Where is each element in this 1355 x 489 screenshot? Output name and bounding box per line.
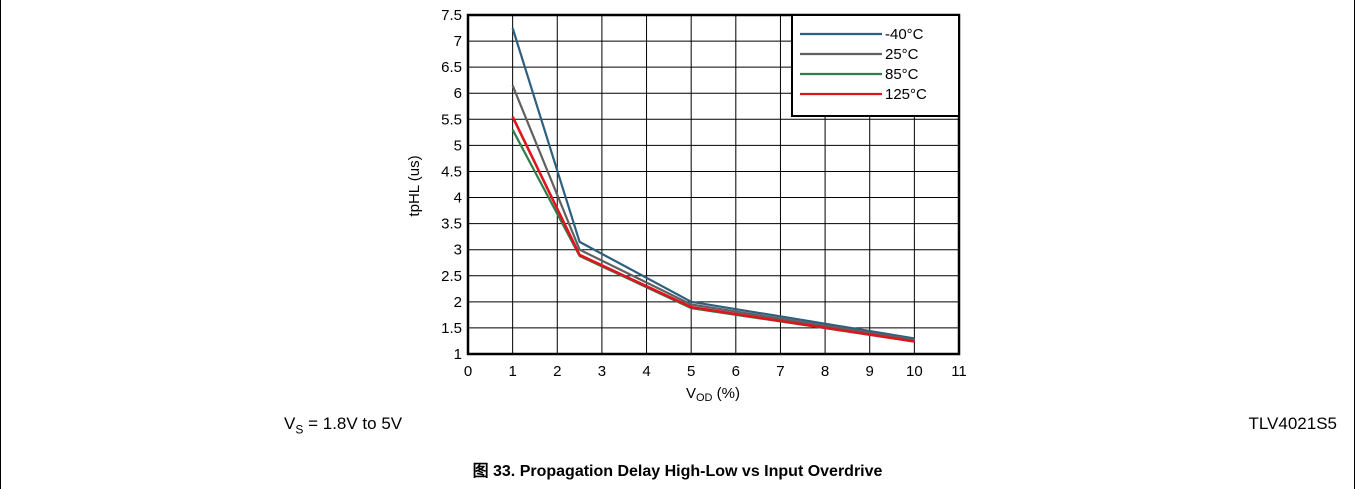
x-tick-label: 3: [598, 363, 606, 380]
y-tick-label: 6.5: [441, 59, 462, 76]
supply-voltage-note: VS = 1.8V to 5V: [284, 414, 402, 436]
x-tick-label: 9: [866, 363, 874, 380]
y-tick-label: 5: [454, 137, 462, 154]
legend-label-2: 85°C: [885, 66, 919, 83]
y-tick-label: 2.5: [441, 268, 462, 285]
y-tick-label: 4.5: [441, 163, 462, 180]
axis-layer: 0 1 2 3 4 5 6 7 8 9 10 1111.522.533.544.555.566.577…: [441, 7, 967, 380]
legend-label-1: 25°C: [885, 46, 919, 63]
y-tick-label: 6: [454, 85, 462, 102]
x-axis-title-sub: OD: [696, 392, 713, 404]
x-tick-label: 5: [687, 363, 695, 380]
supply-voltage-value: = 1.8V to 5V: [303, 414, 403, 433]
x-axis-title: VOD (%): [686, 385, 740, 404]
x-tick-label: 2: [553, 363, 561, 380]
x-axis-title-main: V: [686, 385, 696, 402]
y-tick-label: 5.5: [441, 111, 462, 128]
y-tick-label: 1: [454, 346, 462, 363]
x-tick-label: 6: [732, 363, 740, 380]
legend: -40°C 25°C 85°C 125°C: [791, 14, 960, 117]
x-axis-title-unit: (%): [713, 385, 741, 402]
y-tick-label: 4: [454, 190, 462, 207]
series-line-0: [511, 27, 915, 340]
x-tick-label: 0: [464, 363, 472, 380]
series-line-1: [511, 84, 915, 341]
plot-area-border: [466, 13, 961, 356]
y-tick-label: 2: [454, 294, 462, 311]
legend-label-3: 125°C: [885, 86, 927, 103]
supply-voltage-sub: S: [295, 422, 304, 437]
y-tick-label: 3: [454, 242, 462, 259]
x-tick-label: 8: [821, 363, 829, 380]
x-tick-label: 4: [642, 363, 650, 380]
legend-box: [791, 14, 960, 117]
x-tick-label: 7: [776, 363, 784, 380]
x-tick-label: 11: [951, 363, 967, 380]
x-tick-label: 1: [508, 363, 516, 380]
y-tick-label: 1.5: [441, 320, 462, 337]
series-layer: [511, 27, 915, 343]
x-tick-label: 10: [906, 363, 923, 380]
figure-caption: 图 33. Propagation Delay High-Low vs Inpu…: [472, 463, 883, 480]
y-axis-title: tpHL (us): [406, 155, 423, 216]
series-line-3: [511, 116, 915, 343]
part-number: TLV4021S5: [1248, 414, 1337, 433]
y-tick-label: 3.5: [441, 216, 462, 233]
y-tick-label: 7.5: [441, 7, 462, 24]
legend-label-0: -40°C: [885, 26, 924, 43]
y-tick-label: 7: [454, 33, 462, 50]
supply-voltage-prefix: V: [284, 414, 296, 433]
